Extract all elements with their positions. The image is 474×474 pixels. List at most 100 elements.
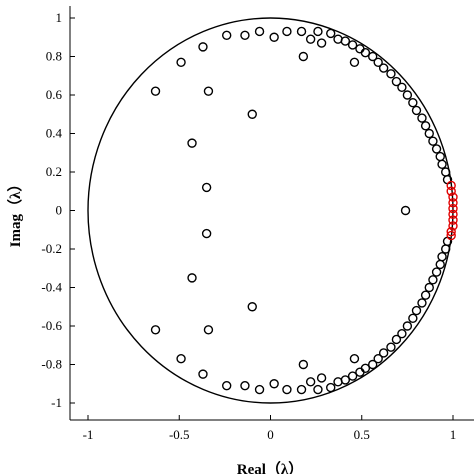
eigenvalue-point <box>424 282 434 293</box>
eigenvalue-point <box>391 334 402 345</box>
eigenvalue-point <box>431 144 442 154</box>
eigenvalue-point <box>448 198 458 208</box>
eigenvalue-point <box>254 26 265 37</box>
y-tick-label: -1 <box>51 395 62 410</box>
points-layer <box>150 26 458 395</box>
eigenvalue-point <box>391 76 402 87</box>
eigenvalue-point <box>400 205 411 216</box>
eigenvalue-point <box>408 313 418 323</box>
eigenvalue-point <box>254 384 265 395</box>
y-ticks: 1 0.8 0.6 0.4 0.2 0 -0.2 -0.4 -0.6 -0.8 -1 <box>41 10 75 410</box>
eigenvalue-point <box>269 32 279 42</box>
eigenvalue-point <box>417 113 427 123</box>
eigenvalue-point <box>431 267 442 277</box>
eigenvalue-point <box>349 354 360 364</box>
eigenvalue-point <box>411 305 422 316</box>
y-tick-label: 1 <box>56 10 63 25</box>
y-tick-label: -0.2 <box>41 241 62 256</box>
eigenvalue-point <box>247 302 257 312</box>
eigenvalue-point <box>428 275 438 285</box>
y-axis-title: Imag（λ） <box>6 177 24 248</box>
eigenvalue-point <box>446 186 456 196</box>
x-axis-title: Real（λ） <box>237 460 304 474</box>
eigenvalue-point <box>437 159 447 170</box>
eigenvalue-point <box>296 26 307 37</box>
eigenvalue-point <box>282 384 292 395</box>
eigenvalue-point <box>316 38 327 48</box>
eigenvalue-point <box>448 203 458 214</box>
eigenvalue-point <box>296 384 307 395</box>
eigenvalue-point <box>386 69 396 79</box>
eigenvalue-point <box>368 51 378 62</box>
eigenvalue-point <box>187 138 197 148</box>
eigenvalue-point <box>402 90 413 100</box>
eigenvalue-point <box>408 97 418 108</box>
eigenvalue-point <box>373 57 383 67</box>
eigenvalue-point <box>420 290 431 300</box>
eigenvalue-point <box>313 384 323 395</box>
eigenvalue-point <box>448 192 458 202</box>
eigenvalue-point <box>201 228 212 239</box>
eigenvalue-point <box>313 26 323 37</box>
eigenvalue-point <box>305 377 316 387</box>
y-tick-label: -0.6 <box>41 318 62 333</box>
y-tick-label: 0.8 <box>46 49 62 64</box>
eigenvalue-point <box>448 209 458 220</box>
eigenvalue-point <box>305 34 316 44</box>
axes <box>69 6 474 421</box>
eigenvalue-point <box>201 182 212 193</box>
eigenvalue-point <box>397 82 407 93</box>
y-tick-label: 0.4 <box>46 126 63 141</box>
y-tick-label: -0.8 <box>41 357 62 372</box>
y-tick-label: 0.2 <box>46 164 62 179</box>
eigenvalue-point <box>368 359 378 370</box>
eigenvalue-point <box>187 273 197 283</box>
x-tick-label: -1 <box>83 427 94 442</box>
eigenvalue-point <box>446 180 456 191</box>
eigenvalue-point <box>397 329 407 339</box>
y-tick-label: -0.4 <box>41 280 62 295</box>
x-tick-label: 0 <box>267 427 274 442</box>
eigenvalue-point <box>240 30 250 41</box>
eigenvalue-point <box>326 382 336 393</box>
eigenvalue-point <box>150 86 161 96</box>
eigenvalue-point <box>424 128 434 139</box>
eigenvalue-point <box>417 298 427 308</box>
eigenvalue-point <box>402 321 413 331</box>
x-tick-label: 0.5 <box>354 427 370 442</box>
x-tick-label: 1 <box>450 427 457 442</box>
eigenvalue-point <box>360 47 371 58</box>
eigenvalue-point <box>340 375 351 385</box>
eigenvalue-point <box>340 36 351 46</box>
eigenvalue-point <box>448 221 458 231</box>
eigenvalue-point <box>378 63 389 73</box>
eigenvalue-point <box>428 136 438 146</box>
eigenvalue-point <box>420 121 431 131</box>
eigenvalue-point <box>240 380 250 391</box>
eigenvalue-point <box>349 57 360 67</box>
eigenvalue-point <box>316 373 327 383</box>
eigenvalue-point <box>411 105 422 116</box>
eigenvalue-point <box>203 86 214 96</box>
eigenvalue-point <box>298 51 309 62</box>
eigenvalue-point <box>347 40 358 50</box>
eigenvalue-point <box>326 28 336 39</box>
eigenvalue-point <box>247 109 257 119</box>
eigenvalue-point <box>386 342 396 352</box>
eigenvalue-point <box>282 26 292 37</box>
x-ticks: -1 -0.5 0 0.5 1 <box>83 415 457 442</box>
eigenvalue-point <box>203 325 214 335</box>
eigenvalue-point <box>176 354 186 364</box>
eigenvalue-point <box>269 379 279 389</box>
eigenvalue-point <box>198 42 208 52</box>
eigenvalue-point <box>448 215 458 225</box>
eigenvalue-point <box>360 363 371 374</box>
eigenvalue-point <box>221 30 232 41</box>
eigenvalue-point <box>446 230 456 241</box>
eigenvalue-point <box>198 369 208 379</box>
eigenvalue-point <box>150 325 161 335</box>
eigenvalue-point <box>437 252 447 262</box>
y-tick-label: 0 <box>56 203 63 218</box>
